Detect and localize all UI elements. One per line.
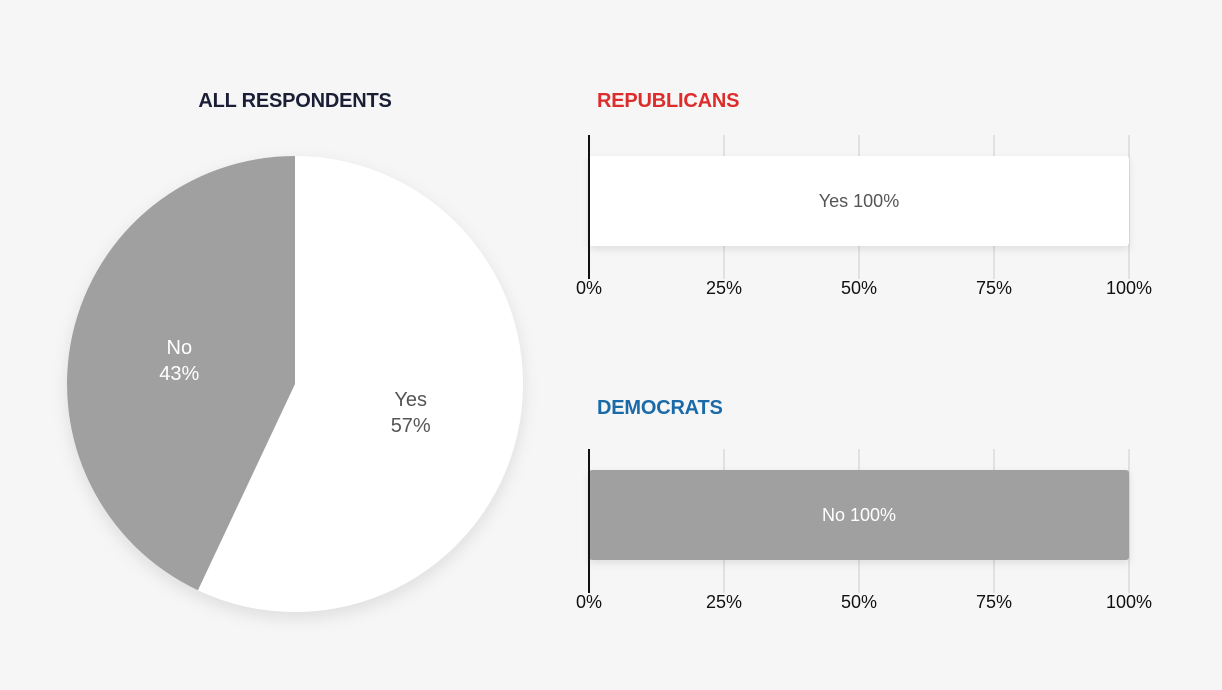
pie-slice-no (66, 156, 295, 591)
pie-slice-label-yes: Yes (394, 389, 427, 411)
democrats-bar-chart: No 100% 0% 25% 50% 75% 100% (576, 449, 1152, 612)
democrats-chart-title: DEMOCRATS (597, 397, 723, 419)
democrats-bar-label: No 100% (822, 505, 896, 525)
republicans-tick-label: 100% (1106, 278, 1152, 298)
republicans-bar-label: Yes 100% (819, 191, 899, 211)
republicans-tick-label: 50% (841, 278, 877, 298)
republicans-tick-label: 25% (706, 278, 742, 298)
republicans-bar-chart: Yes 100% 0% 25% 50% 75% 100% (576, 135, 1152, 298)
democrats-tick-label: 25% (706, 592, 742, 612)
pie-slice-yes (197, 156, 524, 612)
democrats-bar (589, 470, 1129, 560)
pie-chart: Yes 57% No 43% (66, 156, 524, 612)
democrats-tick-label: 50% (841, 592, 877, 612)
republicans-tick-label: 75% (976, 278, 1012, 298)
republicans-tick-label: 0% (576, 278, 602, 298)
democrats-tick-label: 100% (1106, 592, 1152, 612)
pie-chart-title: ALL RESPONDENTS (198, 90, 392, 112)
democrats-tick-label: 75% (976, 592, 1012, 612)
pie-slice-value-no: 43% (159, 363, 199, 385)
republicans-chart-title: REPUBLICANS (597, 90, 740, 112)
republicans-bar (589, 156, 1129, 246)
pie-slice-value-yes: 57% (391, 415, 431, 437)
pie-slice-label-no: No (167, 337, 193, 359)
democrats-tick-label: 0% (576, 592, 602, 612)
